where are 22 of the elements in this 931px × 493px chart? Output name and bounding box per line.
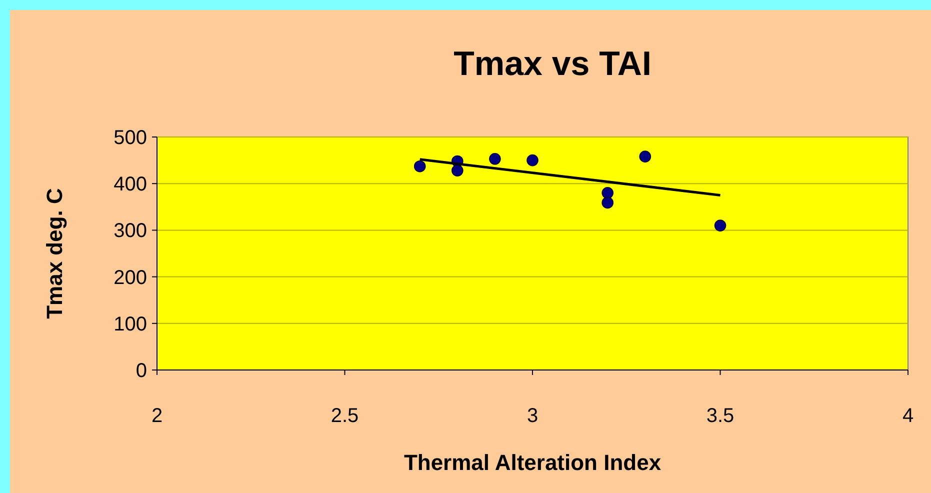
x-tick-label: 2 [151, 405, 163, 427]
point [414, 160, 426, 172]
point [526, 154, 538, 166]
y-tick-label: 100 [114, 313, 147, 336]
x-tick-label: 4 [902, 405, 914, 427]
x-tick-label: 2.5 [330, 405, 359, 427]
point [714, 220, 726, 232]
y-tick-label: 300 [114, 220, 147, 242]
y-tick-label: 500 [114, 127, 147, 149]
y-tick-label: 200 [114, 266, 147, 289]
point [639, 150, 652, 162]
point [602, 196, 614, 209]
point [452, 164, 464, 176]
point [602, 187, 614, 199]
y-tick-label: 400 [114, 174, 147, 196]
chart-title: Tmax vs TAI [454, 45, 652, 83]
point [489, 153, 501, 165]
x-tick-label: 3 [526, 405, 538, 427]
y-tick-label: 0 [136, 360, 147, 382]
x-axis-title: Thermal Alteration Index [404, 450, 662, 475]
x-tick-label: 3.5 [706, 405, 734, 427]
y-axis-title: Tmax deg. C [42, 188, 67, 319]
